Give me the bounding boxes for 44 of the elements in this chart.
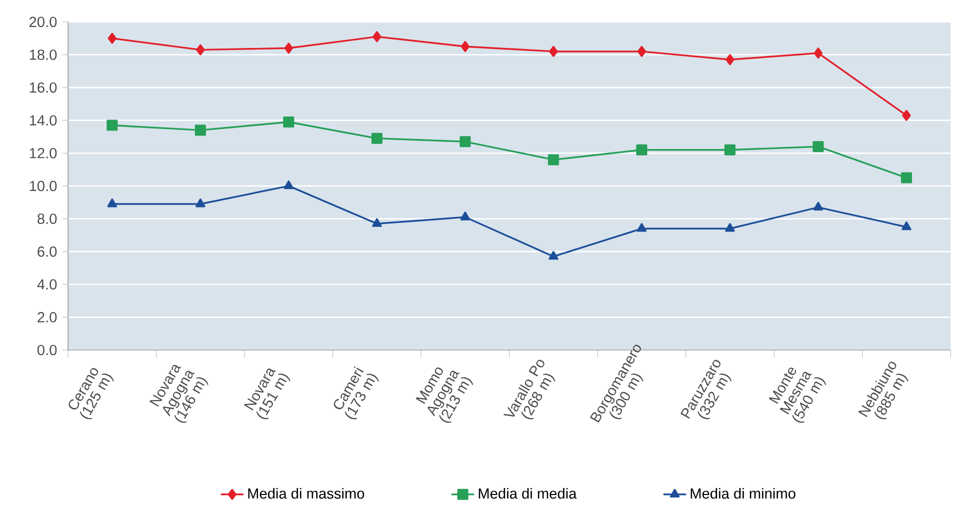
point [196, 198, 206, 208]
y-tick-label: 18.0 [30, 50, 57, 60]
point [814, 48, 823, 59]
point [549, 46, 558, 58]
y-tick-label: 4.0 [37, 279, 57, 290]
point [107, 198, 118, 208]
point [284, 42, 294, 54]
point [724, 144, 736, 156]
point [813, 202, 824, 211]
point [637, 46, 646, 58]
y-tick-label: 0.0 [37, 344, 57, 356]
point [726, 54, 734, 66]
point [460, 41, 470, 52]
point [372, 31, 382, 42]
y-tick-label: 2.0 [38, 312, 57, 322]
point [812, 141, 824, 152]
legend-label: Media di minimo [690, 488, 796, 499]
point [371, 132, 382, 144]
legend-label: Media di media [478, 488, 577, 499]
point [372, 218, 382, 227]
point [636, 144, 648, 156]
point [902, 110, 911, 122]
point [725, 223, 735, 232]
point [460, 136, 471, 148]
point [548, 154, 559, 166]
point [283, 116, 294, 128]
y-tick-label: 12.0 [30, 148, 57, 158]
legend-label: Media di massimo [248, 488, 364, 499]
y-tick-label: 16.0 [30, 82, 57, 93]
point [106, 120, 118, 131]
point [902, 222, 912, 230]
point [284, 180, 294, 190]
y-tick-label: 14.0 [30, 115, 57, 126]
point [460, 212, 470, 220]
y-tick-label: 6.0 [38, 246, 57, 257]
point [636, 223, 647, 232]
y-tick-label: 20.0 [30, 16, 57, 28]
y-tick-label: 8.0 [38, 214, 57, 224]
point [548, 251, 558, 260]
point [900, 172, 912, 184]
point [108, 32, 117, 44]
point [194, 124, 206, 136]
y-tick-label: 10.0 [30, 180, 57, 192]
point [196, 44, 205, 56]
